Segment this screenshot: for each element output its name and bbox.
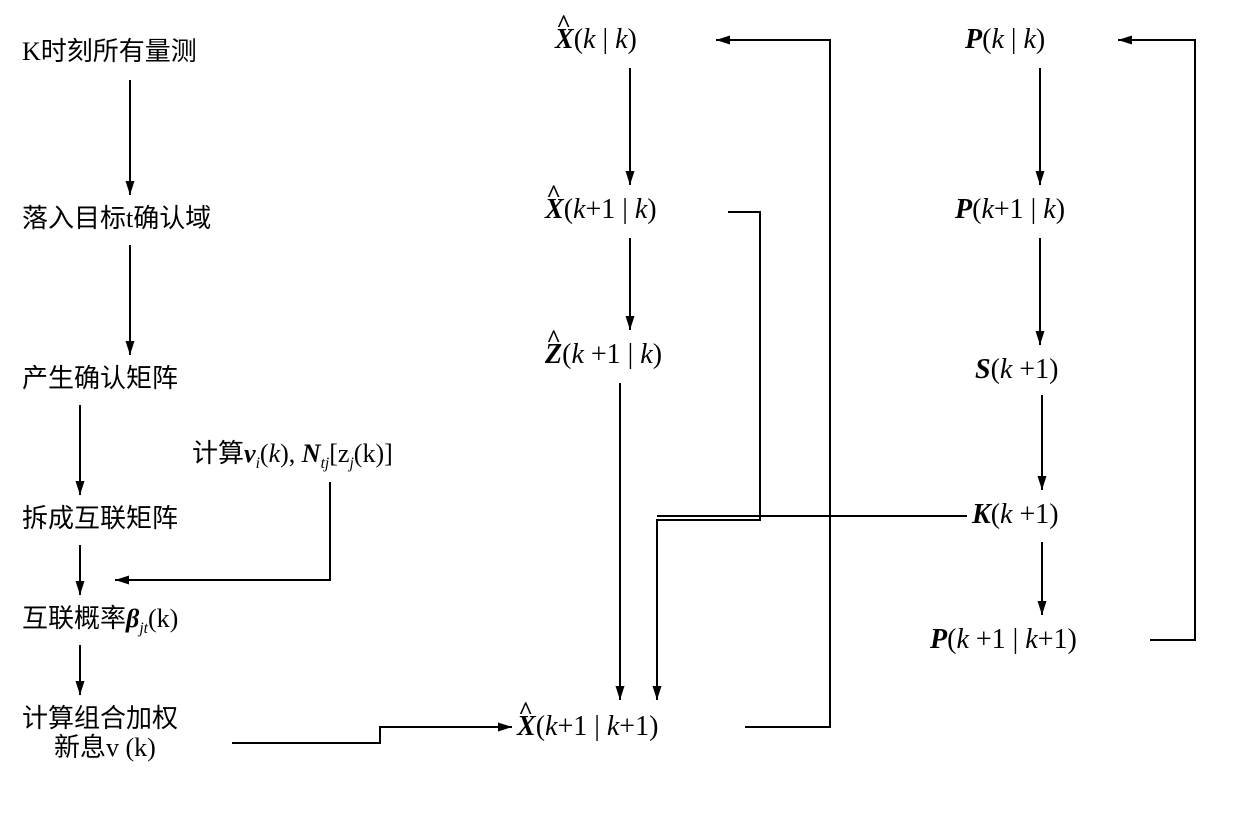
zhat-symbol: Z [545,340,562,371]
node-association-prob: 互联概率βjt(k) [22,605,178,637]
node-P-k1-k: P(k+1 | k) [955,195,1065,226]
label-cn: 计算 [192,439,244,468]
xhat-symbol: X [555,25,574,56]
label: 落入目标t确认域 [22,204,211,233]
label: 拆成互联矩阵 [22,504,178,533]
node-Xhat-k1-k: X(k+1 | k) [545,195,657,226]
xhat-symbol: X [545,195,564,226]
p-symbol: P [930,624,947,655]
edge-Pk1k1-to-Pkk [1118,40,1195,640]
s-symbol: S [975,354,991,385]
k-symbol: K [972,499,991,530]
label-cn: 互联概率 [22,604,126,633]
p-symbol: P [955,194,972,225]
edges-layer [0,0,1240,830]
label-line2: 新息v (k) [22,733,156,762]
node-Xhat-k-k: X(k | k) [555,25,637,56]
edge-Xk1k-branch-to-Xk1k1 [657,212,760,700]
node-combined-innovation: 计算组合加权 新息v (k) [22,705,178,762]
node-Zhat-k1-k: Z(k +1 | k) [545,340,662,371]
label: K时刻所有量测 [22,37,197,66]
node-K-k1: K(k +1) [972,500,1059,531]
node-P-k-k: P(k | k) [965,25,1045,56]
edge-Xk1k1-to-Xkk [716,40,830,727]
p-symbol: P [965,24,982,55]
node-Xhat-k1-k1: X(k+1 | k+1) [517,712,658,743]
label-line1: 计算组合加权 [22,704,178,733]
node-compute-vi-ntj: 计算vi(k), Ntj[zj(k)] [192,440,393,472]
label: 产生确认矩阵 [22,364,178,393]
node-P-k1-k1: P(k +1 | k+1) [930,625,1077,656]
label-math: vi(k), Ntj[zj(k)] [244,439,393,468]
label-math: βjt(k) [126,604,178,633]
node-split-matrix: 拆成互联矩阵 [22,505,178,534]
node-gate: 落入目标t确认域 [22,205,211,234]
node-S-k1: S(k +1) [975,355,1058,386]
node-confirmation-matrix: 产生确认矩阵 [22,365,178,394]
node-measurements: K时刻所有量测 [22,38,197,67]
edge-vk-to-Xk1k1 [232,727,512,743]
xhat-symbol: X [517,712,536,743]
